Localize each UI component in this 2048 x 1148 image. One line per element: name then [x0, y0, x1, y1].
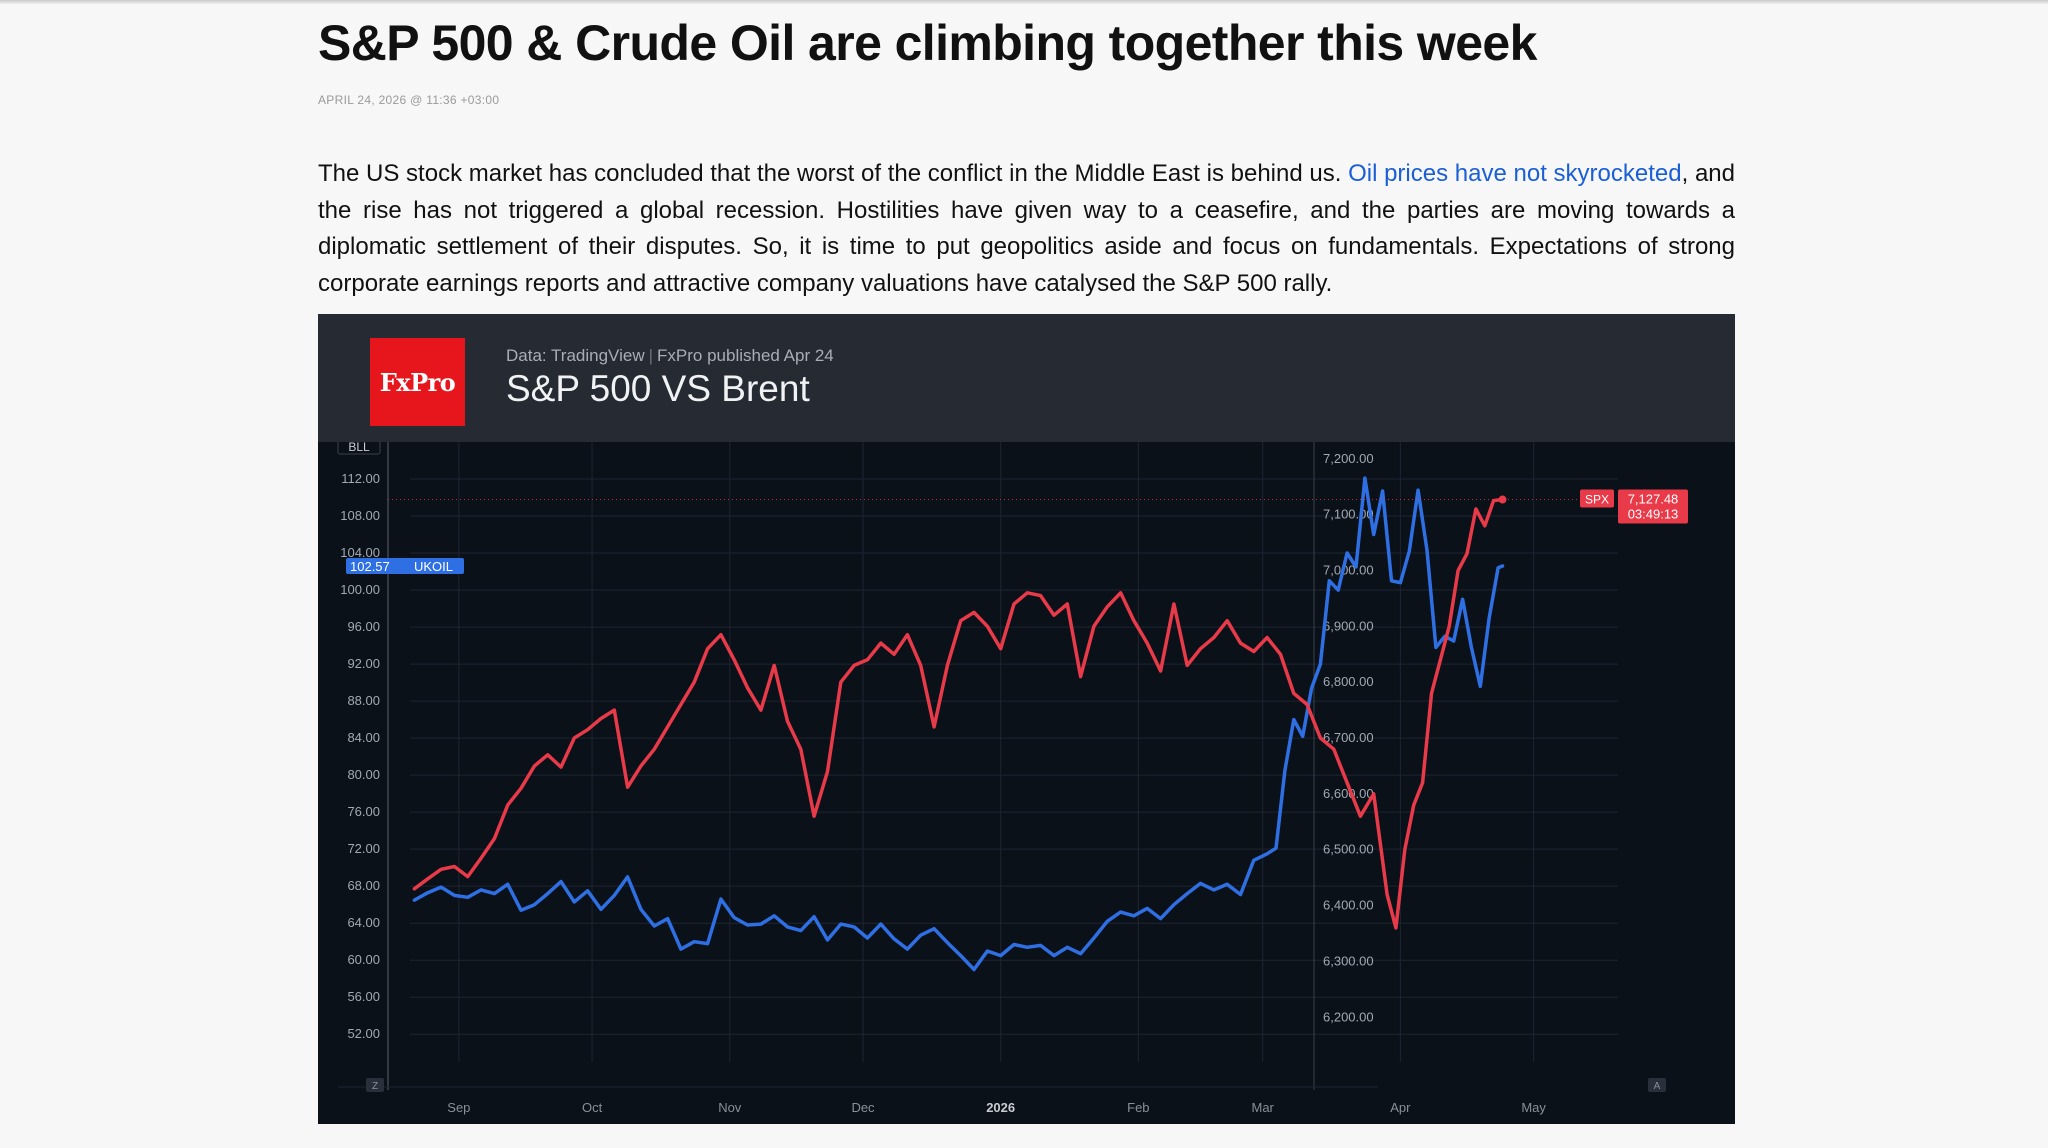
right-tick-label: 6,200.00: [1323, 1009, 1374, 1024]
corner-left-box: [366, 1078, 384, 1092]
x-tick-label: Apr: [1390, 1100, 1411, 1115]
left-unit-label: BLL: [348, 442, 370, 454]
spx-last-point: [1498, 495, 1507, 504]
x-tick-label: Feb: [1127, 1100, 1149, 1115]
right-tick-label: 6,400.00: [1323, 898, 1374, 913]
right-tick-label: 6,500.00: [1323, 842, 1374, 857]
left-tick-label: 60.00: [347, 952, 380, 967]
article-paragraph: The US stock market has concluded that t…: [318, 156, 1735, 302]
spx-series-name: SPX: [1585, 493, 1609, 507]
series-line-spx: [412, 497, 1505, 930]
spx-last-value: 7,127.48: [1628, 492, 1679, 507]
right-tick-label: 7,200.00: [1323, 451, 1374, 466]
oil-prices-link[interactable]: Oil prices have not skyrocketed: [1348, 160, 1682, 187]
left-tick-label: 112.00: [341, 471, 380, 486]
right-tick-label: 6,900.00: [1323, 618, 1374, 633]
chart-source-published: FxPro published Apr 24: [657, 346, 834, 365]
right-tick-label: 7,000.00: [1323, 562, 1374, 577]
x-tick-label: Dec: [851, 1100, 875, 1115]
fxpro-logo-text: FxPro: [379, 367, 456, 397]
x-tick-label: May: [1521, 1100, 1546, 1115]
right-tick-label: 7,100.00: [1323, 507, 1374, 522]
ukoil-last-value: 102.57: [350, 559, 390, 574]
chart-title: S&P 500 VS Brent: [506, 368, 810, 409]
left-tick-label: 96.00: [347, 619, 380, 634]
chart-source: Data: TradingView | FxPro published Apr 24: [506, 346, 834, 366]
series-line-ukoil: [412, 476, 1505, 972]
left-tick-label: 72.00: [347, 841, 380, 856]
right-tick-label: 6,600.00: [1323, 786, 1374, 801]
corner-left-label: Z: [372, 1081, 378, 1092]
right-tick-label: 6,300.00: [1323, 953, 1374, 968]
chart-image: FxPro Data: TradingView | FxPro published …: [318, 314, 1735, 1124]
chart-source-data: Data: TradingView: [506, 346, 645, 365]
left-tick-label: 56.00: [347, 989, 380, 1004]
left-tick-label: 64.00: [347, 915, 380, 930]
x-tick-label: Sep: [447, 1100, 470, 1115]
article-title: S&P 500 & Crude Oil are climbing togethe…: [318, 15, 1537, 71]
left-tick-label: 68.00: [347, 878, 380, 893]
top-edge-shadow: [0, 0, 2048, 4]
corner-right-label: A: [1654, 1081, 1661, 1092]
left-tick-label: 88.00: [347, 693, 380, 708]
spx-countdown: 03:49:13: [1628, 507, 1679, 522]
left-tick-label: 108.00: [340, 508, 380, 523]
ukoil-series-name: UKOIL: [414, 559, 453, 574]
right-tick-label: 6,700.00: [1323, 730, 1374, 745]
ukoil-price-badge: [346, 558, 464, 574]
spx-name-badge: [1580, 489, 1614, 508]
x-tick-label: Nov: [718, 1100, 742, 1115]
left-tick-label: 92.00: [347, 656, 380, 671]
chart-plot-area: Sep Oct Nov Dec 2026 Feb Mar Apr May 52.00 56.00 60…: [337, 442, 1688, 1115]
left-unit-box: [337, 442, 381, 455]
x-tick-label: Mar: [1252, 1100, 1275, 1115]
article-meta: APRIL 24, 2026 @ 11:36 +03:00: [318, 93, 500, 107]
left-tick-label: 76.00: [347, 804, 380, 819]
x-tick-label: Oct: [582, 1100, 603, 1115]
paragraph-text-start: The US stock market has concluded that t…: [318, 160, 1349, 187]
chart-header: FxPro Data: TradingView | FxPro published …: [318, 314, 1735, 442]
source-separator: |: [648, 346, 654, 365]
corner-right-box: [1648, 1078, 1666, 1092]
x-tick-label: 2026: [986, 1100, 1015, 1115]
left-tick-label: 80.00: [347, 767, 380, 782]
spx-price-badge: [1618, 489, 1688, 524]
left-tick-label: 84.00: [347, 730, 380, 745]
fxpro-logo: FxPro: [370, 338, 465, 426]
left-tick-label: 100.00: [340, 582, 380, 597]
paragraph-text-end: , and the rise has not triggered a globa…: [318, 160, 1735, 297]
left-tick-label: 104.00: [340, 545, 380, 560]
right-tick-label: 6,800.00: [1323, 674, 1374, 689]
left-tick-label: 52.00: [347, 1026, 380, 1041]
